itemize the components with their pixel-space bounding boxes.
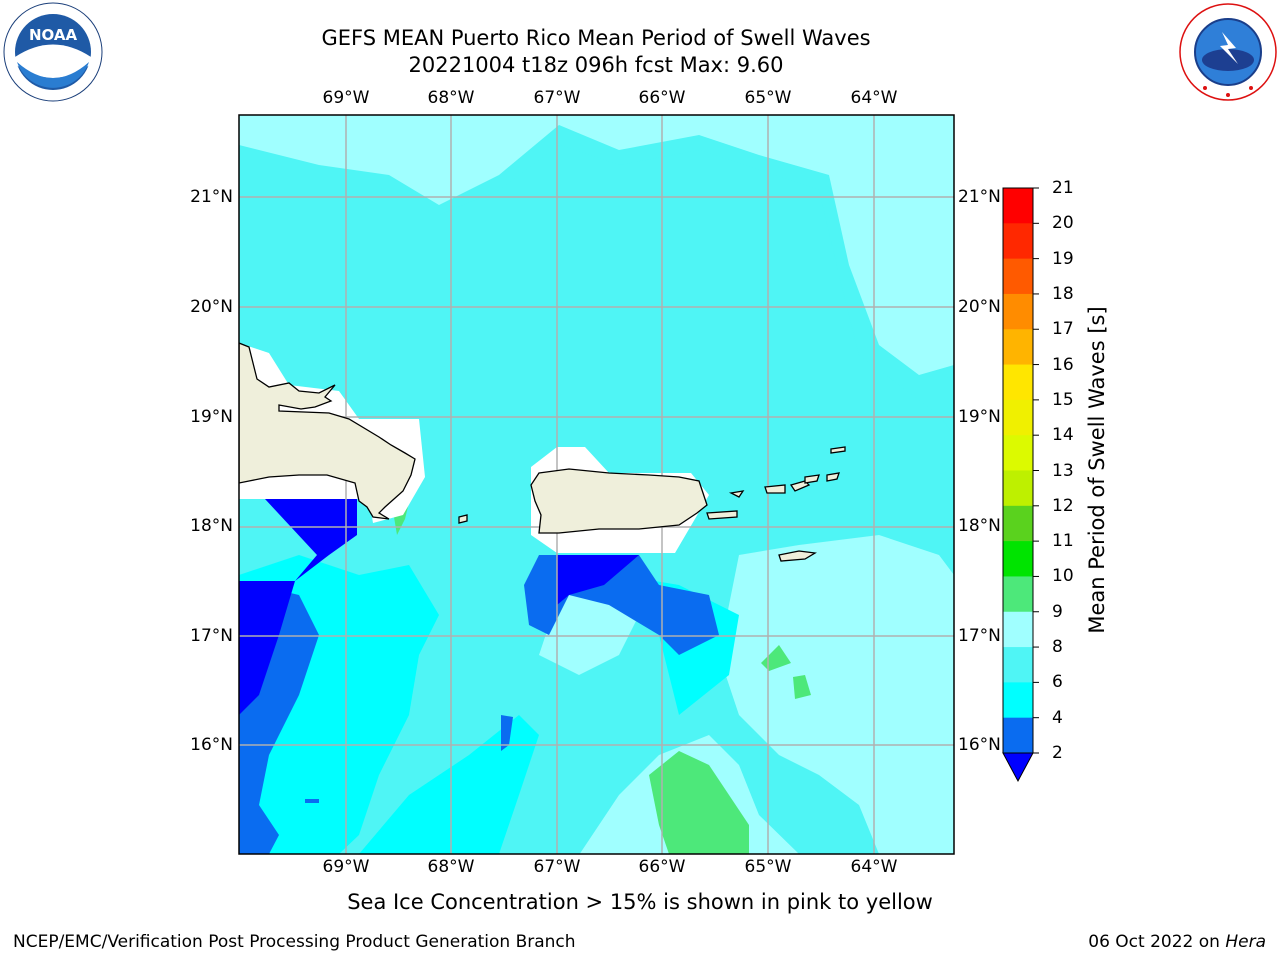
colorbar-segment <box>1003 223 1033 260</box>
noaa-logo: NOAA <box>3 2 103 102</box>
lon-label-bottom: 66°W <box>638 857 686 877</box>
colorbar-extend-arrow <box>1002 752 1034 783</box>
colorbar-segment <box>1003 470 1033 507</box>
colorbar-segment <box>1003 611 1033 648</box>
colorbar-segment <box>1003 399 1033 436</box>
lon-label-top: 65°W <box>744 88 792 108</box>
lon-label-bottom: 68°W <box>427 857 475 877</box>
colorbar-segment <box>1003 293 1033 330</box>
colorbar-tick-label: 8 <box>1052 637 1063 658</box>
lon-label-bottom: 65°W <box>744 857 792 877</box>
map-frame <box>238 114 955 855</box>
land <box>239 342 846 562</box>
lon-label-top: 67°W <box>533 88 581 108</box>
puerto-rico <box>530 468 708 534</box>
map-subtitle: 20221004 t18z 096h fcst Max: 9.60 <box>408 53 784 77</box>
field-0-2s-south-pr <box>557 555 639 605</box>
vieques <box>706 510 738 520</box>
colorbar-segment <box>1003 647 1033 683</box>
colorbar-segment <box>1003 576 1033 613</box>
lat-label-right: 21°N <box>958 187 1001 207</box>
lat-label-right: 17°N <box>958 626 1001 646</box>
colorbar-tick-label: 12 <box>1052 495 1074 516</box>
swell-period-map <box>238 114 955 855</box>
lat-label-left: 16°N <box>190 735 233 755</box>
colorbar-tick-label: 20 <box>1052 213 1074 234</box>
colorbar-tick-label: 15 <box>1052 389 1074 410</box>
lon-label-bottom: 69°W <box>322 857 370 877</box>
footer-date-text: 06 Oct 2022 on <box>1088 932 1226 952</box>
sea-ice-note: Sea Ice Concentration > 15% is shown in … <box>347 890 933 914</box>
colorbar-tick-label: 9 <box>1052 601 1063 622</box>
lon-label-top: 68°W <box>427 88 475 108</box>
colorbar-segment <box>1003 329 1033 366</box>
colorbar-tick-label: 13 <box>1052 460 1074 481</box>
colorbar-tick-label: 4 <box>1052 707 1063 728</box>
colorbar-tick-label: 14 <box>1052 425 1074 446</box>
colorbar-segment <box>1003 717 1033 754</box>
field-9-10s-b <box>793 675 811 699</box>
footer-date: 06 Oct 2022 on Hera <box>1088 932 1266 952</box>
colorbar <box>1002 187 1039 783</box>
anegada <box>830 446 846 454</box>
lat-label-left: 20°N <box>190 297 233 317</box>
field-2-4s-small <box>501 715 513 751</box>
nws-logo <box>1179 3 1277 101</box>
colorbar-segment <box>1003 364 1033 401</box>
st-croix <box>778 550 817 562</box>
colorbar-tick-label: 11 <box>1052 531 1074 552</box>
culebra <box>728 490 745 498</box>
colorbar-tick-label: 2 <box>1052 743 1063 763</box>
lat-label-left: 21°N <box>190 187 233 207</box>
field-0-2s-west <box>239 499 357 581</box>
colorbar-segment <box>1003 682 1033 719</box>
hispaniola <box>239 342 416 520</box>
lon-label-bottom: 67°W <box>533 857 581 877</box>
footer-credit: NCEP/EMC/Verification Post Processing Pr… <box>13 932 576 952</box>
map-title: GEFS MEAN Puerto Rico Mean Period of Swe… <box>321 26 871 50</box>
field-8-9s-north <box>239 115 954 375</box>
field-4-6s-south <box>359 715 539 854</box>
lat-label-left: 17°N <box>190 626 233 646</box>
colorbar-tick-label: 18 <box>1052 283 1074 304</box>
colorbar-tick-label: 10 <box>1052 566 1074 587</box>
lat-label-right: 16°N <box>958 735 1001 755</box>
lat-label-left: 19°N <box>190 407 233 427</box>
lon-label-top: 66°W <box>638 88 686 108</box>
svg-text:NOAA: NOAA <box>29 26 78 44</box>
colorbar-tick-label: 19 <box>1052 248 1074 269</box>
lon-label-top: 64°W <box>850 88 898 108</box>
colorbar-segment <box>1003 541 1033 577</box>
mona-island <box>458 514 468 524</box>
colorbar-segment <box>1003 258 1033 295</box>
footer-host: Hera <box>1225 932 1266 952</box>
lat-label-right: 20°N <box>958 297 1001 317</box>
colorbar-segment <box>1003 505 1033 542</box>
colorbar-label: Mean Period of Swell Waves [s] <box>1085 306 1109 634</box>
field-2-4s-dot <box>305 799 319 803</box>
colorbar-segment <box>1003 188 1033 224</box>
field-8-9s-east <box>719 535 954 854</box>
lon-label-top: 69°W <box>322 88 370 108</box>
colorbar-tick-label: 17 <box>1052 319 1074 340</box>
virgin-gorda <box>826 472 840 482</box>
lat-label-right: 19°N <box>958 407 1001 427</box>
colorbar-tick-label: 6 <box>1052 672 1063 693</box>
lat-label-left: 18°N <box>190 516 233 536</box>
lon-label-bottom: 64°W <box>850 857 898 877</box>
colorbar-segment <box>1003 435 1033 471</box>
graticule <box>239 115 954 854</box>
st-thomas <box>764 484 786 494</box>
lat-label-right: 18°N <box>958 516 1001 536</box>
field-0-2s-west-2 <box>239 581 295 715</box>
tortola <box>804 474 820 484</box>
colorbar-tick-label: 21 <box>1052 178 1074 198</box>
colorbar-tick-label: 16 <box>1052 354 1074 375</box>
field-9-10s-south <box>649 751 749 854</box>
